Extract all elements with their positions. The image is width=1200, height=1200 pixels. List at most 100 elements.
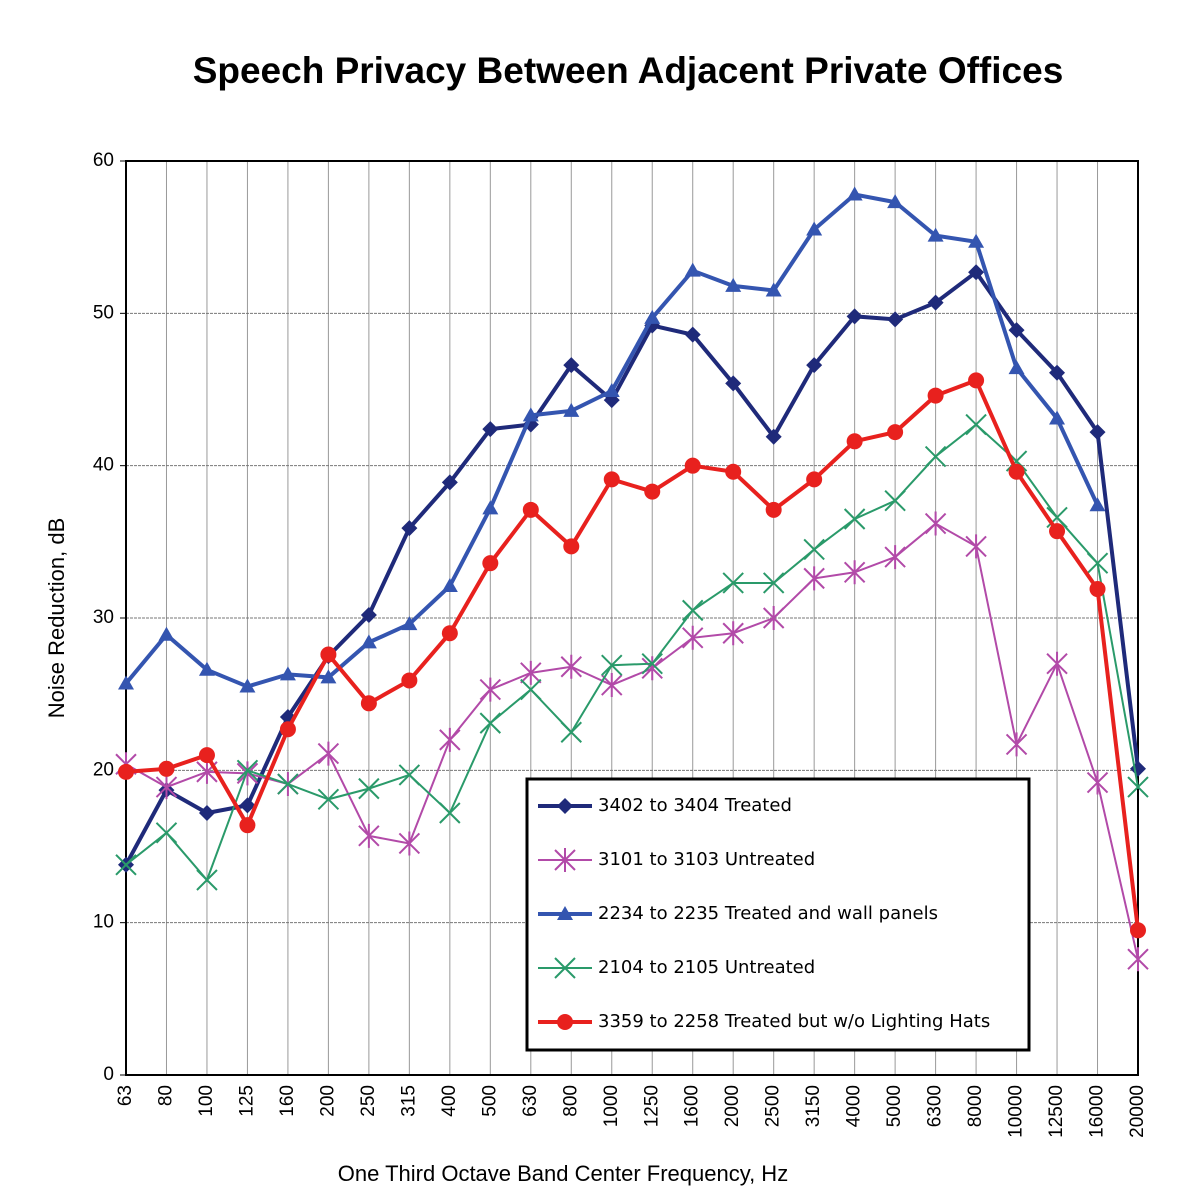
marker-star (884, 545, 906, 570)
marker-x (358, 777, 380, 800)
marker-triangle (401, 616, 418, 631)
marker-star (520, 660, 542, 685)
marker-circle (239, 817, 256, 834)
marker-circle (360, 695, 377, 712)
marker-triangle (725, 277, 742, 292)
marker-x (601, 654, 623, 676)
marker-star (398, 831, 421, 856)
marker-x (398, 764, 421, 786)
marker-circle (522, 501, 539, 518)
marker-x (843, 508, 866, 530)
x-tick-label: 1250 (641, 1085, 662, 1127)
marker-diamond (846, 308, 863, 325)
marker-star (762, 606, 785, 630)
marker-circle (806, 471, 823, 488)
marker-x (641, 652, 663, 675)
x-tick-label: 1600 (682, 1085, 703, 1127)
marker-x (722, 572, 744, 594)
marker-x (196, 869, 218, 891)
marker-diamond (198, 804, 215, 821)
x-tick-label: 5000 (884, 1085, 905, 1127)
marker-diamond (557, 798, 573, 814)
x-tick-label: 125 (236, 1085, 257, 1117)
marker-star (560, 654, 582, 679)
legend-label: 3402 to 3404 Treated (598, 795, 792, 816)
x-tick-label: 8000 (965, 1085, 986, 1127)
marker-diamond (968, 264, 985, 281)
plot-frame (125, 160, 1139, 1076)
x-tick-label: 20000 (1127, 1085, 1148, 1138)
marker-circle (482, 555, 499, 572)
marker-circle (765, 501, 782, 518)
marker-star (722, 621, 744, 646)
x-tick-label: 6300 (925, 1085, 946, 1127)
marker-x (884, 489, 906, 512)
marker-triangle (158, 626, 175, 641)
legend-label: 3359 to 2258 Treated but w/o Lighting Ha… (598, 1011, 990, 1032)
x-tick-label: 630 (520, 1085, 541, 1117)
marker-diamond (887, 311, 904, 328)
series-line (125, 423, 1139, 882)
marker-x (277, 773, 299, 795)
x-tick-label: 250 (358, 1085, 379, 1117)
marker-circle (887, 424, 904, 441)
marker-x (682, 599, 704, 622)
y-tick-label: 0 (103, 1064, 114, 1085)
x-tick-label: 160 (277, 1085, 298, 1117)
y-tick-label: 30 (93, 607, 114, 628)
marker-diamond (239, 797, 256, 814)
marker-star (1005, 732, 1028, 757)
marker-star (236, 761, 259, 786)
marker-circle (441, 625, 458, 642)
marker-diamond (1130, 760, 1146, 777)
marker-star (803, 566, 825, 591)
marker-star (601, 673, 623, 698)
x-tick-label: 100 (196, 1085, 217, 1117)
marker-triangle (239, 678, 256, 693)
y-tick-label: 50 (93, 302, 114, 323)
x-tick-label: 500 (479, 1085, 500, 1117)
marker-circle (118, 763, 134, 780)
x-axis-title: One Third Octave Band Center Frequency, … (338, 1161, 788, 1186)
legend-label: 2104 to 2105 Untreated (598, 957, 815, 978)
marker-x (965, 413, 987, 436)
legend-box (525, 777, 1031, 1052)
x-tick-label: 2000 (722, 1085, 743, 1127)
x-tick-label: 400 (439, 1085, 460, 1117)
x-tick-label: 2500 (763, 1085, 784, 1127)
marker-triangle (927, 227, 944, 242)
x-tick-label: 10000 (1006, 1085, 1027, 1138)
y-tick-label: 40 (93, 455, 114, 476)
series-line (124, 269, 1140, 866)
marker-triangle (644, 309, 661, 324)
marker-triangle (482, 500, 499, 515)
marker-triangle (968, 233, 985, 248)
marker-diamond (360, 606, 377, 623)
marker-circle (644, 483, 661, 500)
marker-triangle (1089, 497, 1106, 512)
marker-diamond (1089, 424, 1106, 441)
marker-star (1127, 947, 1149, 972)
marker-star (554, 848, 576, 872)
marker-star (965, 534, 987, 559)
marker-circle (1049, 523, 1066, 540)
marker-triangle (887, 194, 904, 209)
marker-triangle (360, 634, 377, 649)
marker-diamond (563, 357, 580, 374)
marker-x (803, 538, 825, 561)
marker-circle (846, 433, 863, 450)
marker-circle (320, 646, 337, 663)
x-tick-label: 16000 (1087, 1085, 1108, 1138)
marker-star (1046, 651, 1068, 676)
marker-x (1127, 776, 1149, 798)
y-tick-label: 60 (93, 150, 114, 171)
legend-label: 2234 to 2235 Treated and wall panels (598, 903, 938, 924)
marker-circle (725, 463, 742, 480)
marker-star (1086, 770, 1109, 795)
marker-circle (563, 538, 580, 555)
marker-circle (927, 387, 944, 404)
marker-triangle (603, 383, 620, 398)
marker-star (358, 823, 380, 848)
x-tick-label: 1000 (601, 1085, 622, 1127)
